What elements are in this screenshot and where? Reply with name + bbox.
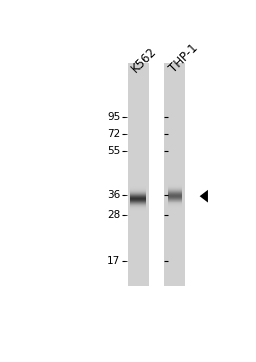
Bar [130, 202, 146, 203]
Bar [130, 207, 146, 208]
Bar [130, 201, 146, 202]
Bar [168, 188, 182, 189]
Bar [168, 186, 182, 187]
Text: 72: 72 [107, 129, 120, 139]
Bar [130, 197, 146, 198]
Text: -: - [121, 190, 128, 200]
Bar [168, 193, 182, 194]
Text: -: - [121, 112, 128, 122]
Text: -: - [121, 129, 128, 139]
Bar [168, 189, 182, 190]
Bar [168, 210, 182, 211]
Bar [168, 192, 182, 193]
Bar [130, 206, 146, 207]
Bar [168, 185, 182, 186]
Bar [168, 199, 182, 200]
Bar [168, 198, 182, 199]
Bar [168, 203, 182, 204]
Text: 28: 28 [107, 210, 120, 220]
Bar [168, 197, 182, 198]
Bar [130, 213, 146, 214]
Polygon shape [200, 190, 208, 203]
Bar [130, 204, 146, 205]
Bar [128, 63, 148, 286]
Text: THP-1: THP-1 [167, 42, 200, 76]
Bar [168, 187, 182, 188]
Text: K562: K562 [129, 45, 159, 76]
Text: 95: 95 [107, 112, 120, 122]
Bar [130, 196, 146, 197]
Text: -: - [121, 210, 128, 220]
Bar [130, 188, 146, 189]
Bar [130, 210, 146, 211]
Bar [130, 211, 146, 212]
Bar [168, 208, 182, 209]
Bar [164, 63, 185, 286]
Bar [130, 193, 146, 194]
Bar [168, 204, 182, 205]
Bar [168, 209, 182, 210]
Bar [130, 192, 146, 193]
Bar [130, 198, 146, 199]
Bar [168, 206, 182, 207]
Bar [168, 207, 182, 208]
Text: 55: 55 [107, 146, 120, 156]
Text: 17: 17 [107, 256, 120, 266]
Bar [130, 185, 146, 186]
Bar [168, 195, 182, 196]
Bar [168, 196, 182, 197]
Bar [130, 212, 146, 213]
Bar [168, 202, 182, 203]
Text: -: - [121, 146, 128, 156]
Bar [130, 186, 146, 187]
Bar [168, 194, 182, 195]
Text: -: - [121, 256, 128, 266]
Bar [130, 208, 146, 209]
Bar [168, 200, 182, 201]
Text: 36: 36 [107, 190, 120, 200]
Bar [130, 191, 146, 192]
Bar [130, 187, 146, 188]
Bar [168, 190, 182, 191]
Bar [130, 199, 146, 200]
Bar [168, 201, 182, 202]
Bar [130, 209, 146, 210]
Bar [168, 191, 182, 192]
Bar [130, 195, 146, 196]
Bar [130, 200, 146, 201]
Bar [130, 194, 146, 195]
Bar [130, 205, 146, 206]
Bar [130, 190, 146, 191]
Bar [130, 189, 146, 190]
Bar [168, 182, 182, 183]
Bar [168, 184, 182, 185]
Bar [168, 205, 182, 206]
Bar [130, 203, 146, 204]
Bar [168, 183, 182, 184]
